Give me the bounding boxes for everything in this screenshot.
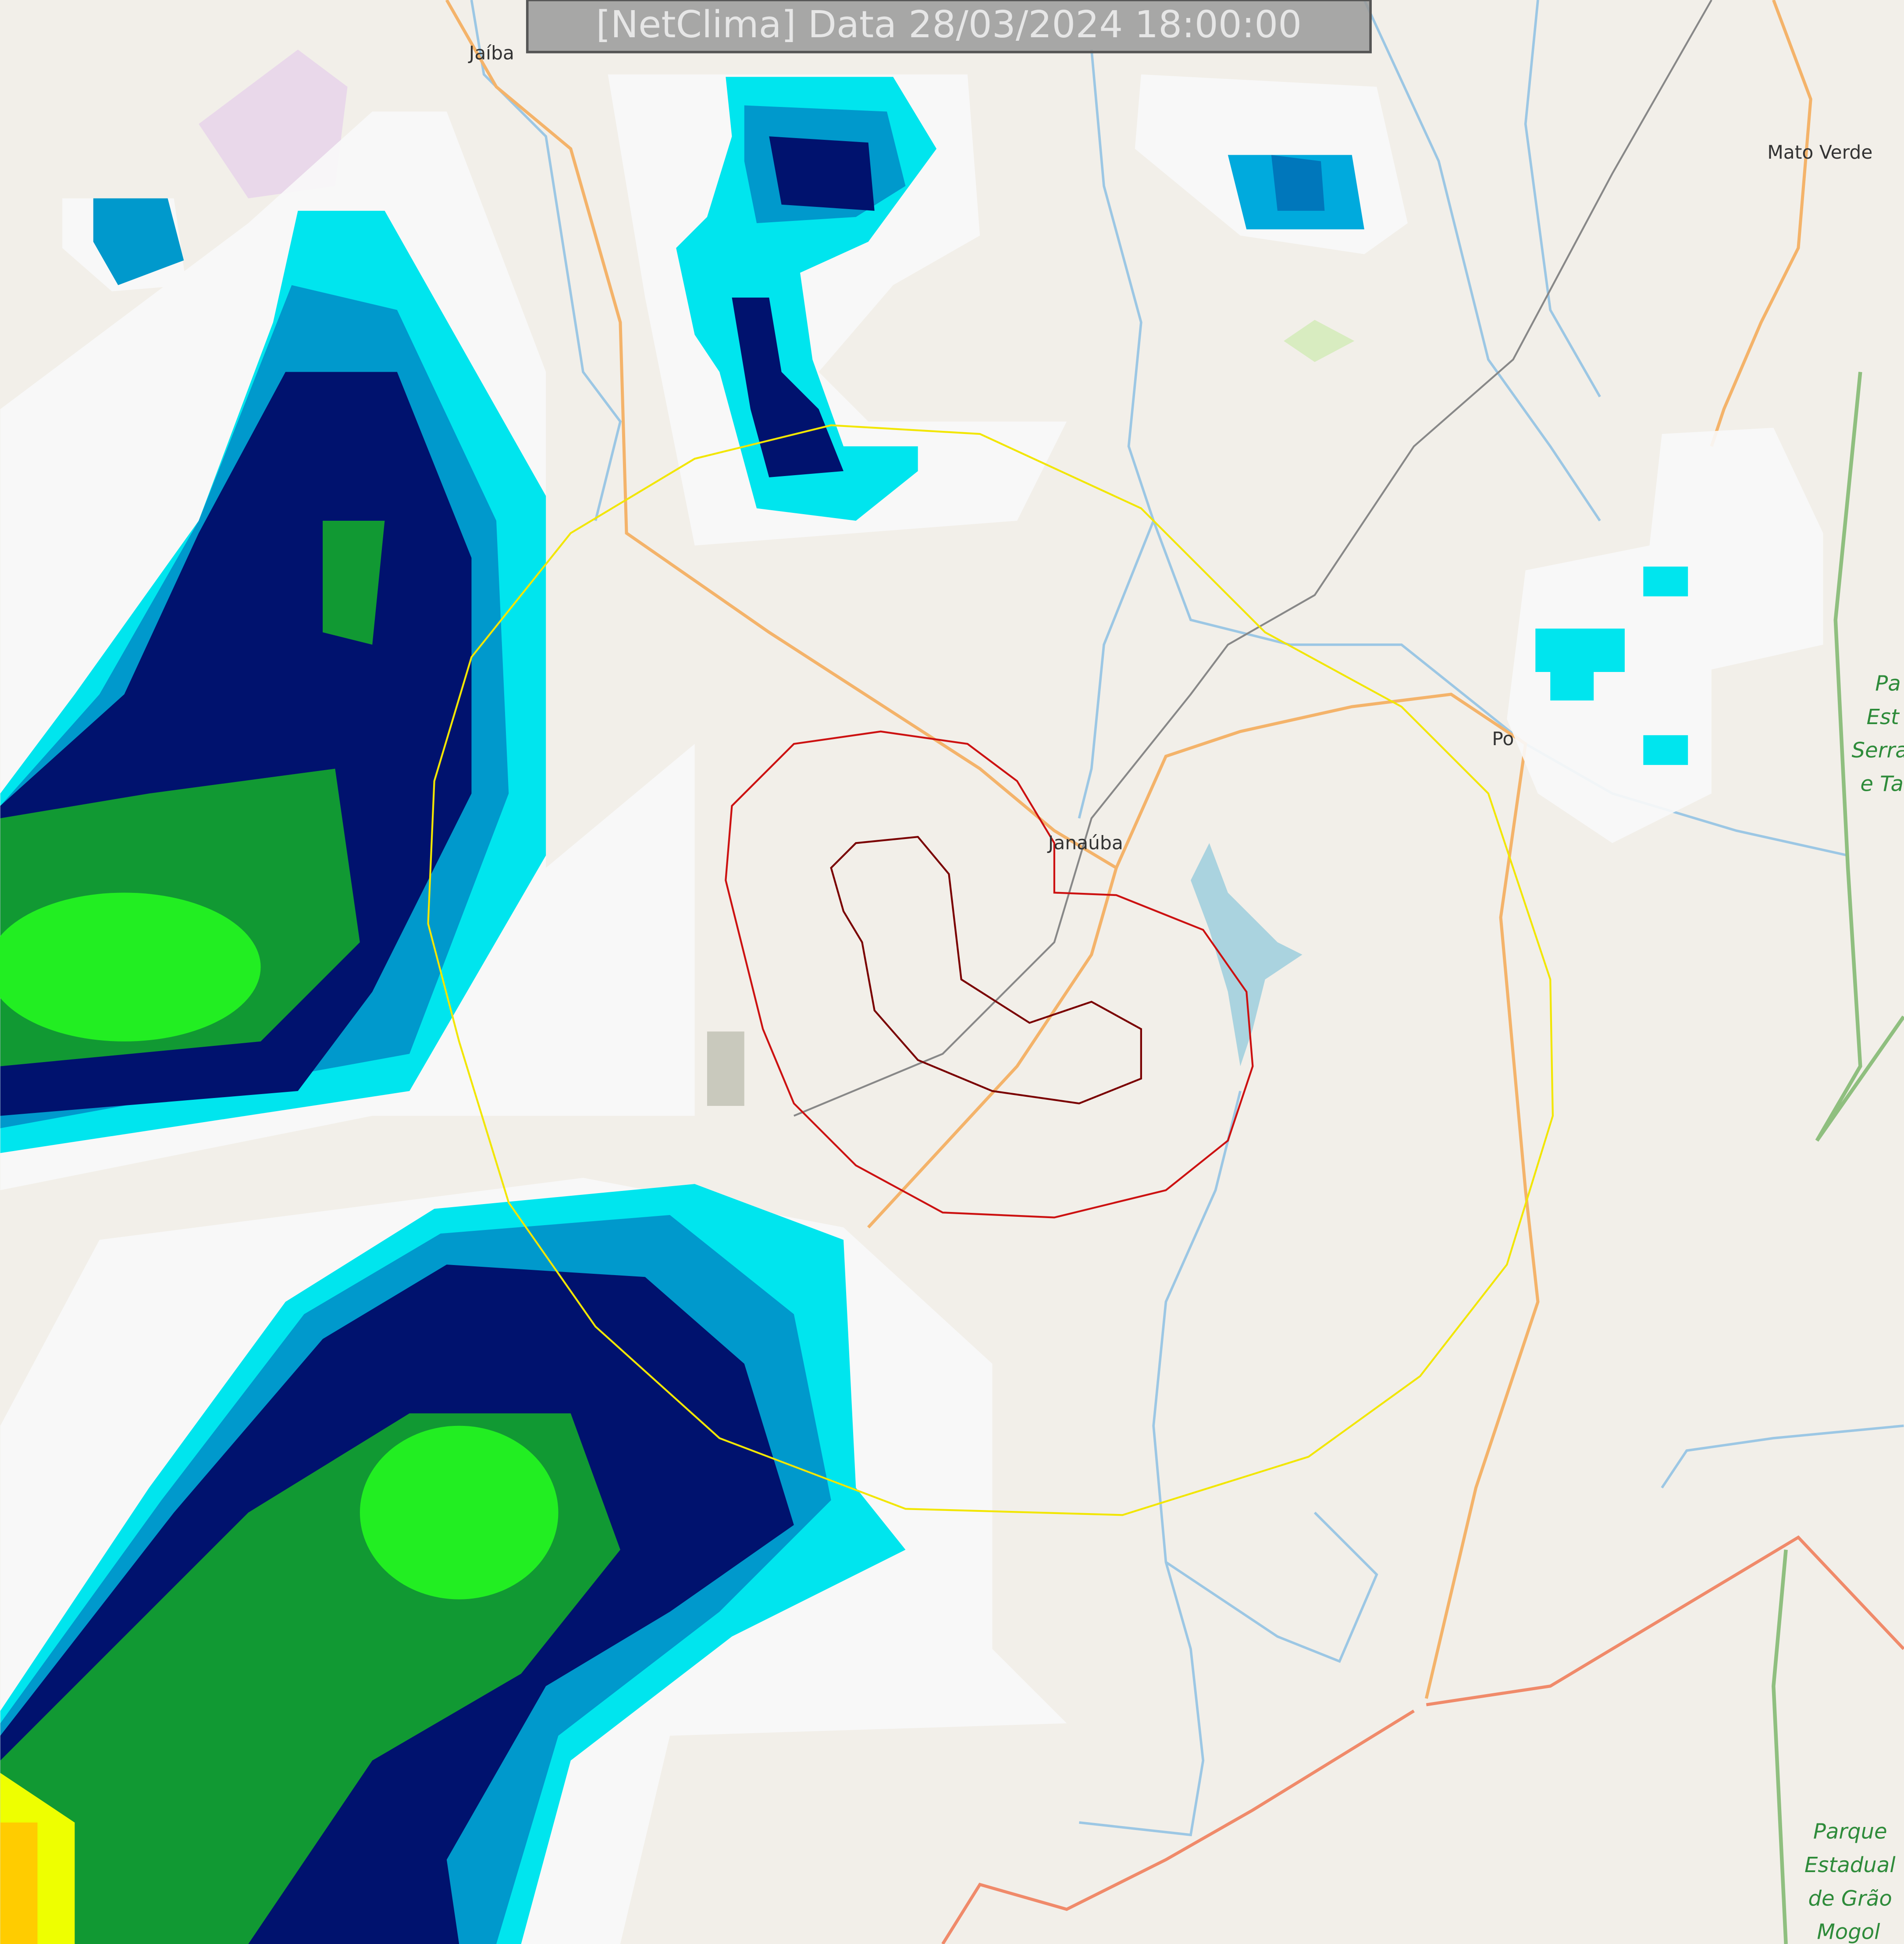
roads-shape	[1772, 1550, 1788, 1944]
radar-echo-east	[1507, 427, 1823, 843]
park-label-line: e Ta	[1860, 772, 1904, 796]
rivers-shape	[1661, 1424, 1904, 1489]
roads-shape	[1426, 1535, 1904, 1706]
title-box: [NetClima] Data 28/03/2024 18:00:00	[526, 0, 1372, 53]
rivers-shape	[1524, 0, 1601, 398]
radar-echo-east-shape	[1507, 427, 1823, 843]
roads-shape	[941, 1709, 1415, 1944]
roads-shape	[445, 0, 1118, 1229]
rivers-shape	[1152, 520, 1848, 857]
place-label: Po	[1492, 729, 1514, 750]
park-label-line: Est	[1866, 705, 1900, 729]
radar-echo-west-shape	[323, 520, 385, 645]
park-label: Pa Est Serra e Ta	[1852, 671, 1904, 796]
title: [NetClima] Data 28/03/2024 18:00:00	[596, 3, 1302, 46]
rivers-shape	[1363, 0, 1601, 522]
rivers-shape	[1078, 49, 1155, 819]
radar-echo-east-shape	[1643, 566, 1688, 597]
landuse-shape	[199, 50, 348, 199]
radar-echo-north	[608, 74, 1408, 546]
place-label: Mato Verde	[1767, 142, 1872, 163]
rivers-shape	[1165, 1511, 1378, 1663]
park-label: Parque Estadual de Grão Mogol	[1804, 1820, 1896, 1944]
alert-area-inner	[830, 835, 1142, 1105]
alert-area-outer	[725, 730, 1254, 1219]
park-label-line: Serra	[1852, 738, 1904, 763]
radar-echo-north-shape	[1271, 155, 1325, 211]
radar-echo-south	[0, 1178, 1067, 1944]
place-label: Jaíba	[468, 43, 514, 64]
reservoir	[1190, 843, 1303, 1066]
radar-echo-east-shape	[1643, 735, 1688, 765]
radar-echo-west	[0, 111, 695, 1191]
radar-echo-north-shape	[732, 297, 844, 477]
park-label-line: Mogol	[1817, 1920, 1880, 1944]
radar-echo-east-shape	[1535, 629, 1625, 672]
park-label-line: Estadual	[1804, 1853, 1896, 1877]
landuse	[199, 50, 1355, 1106]
landuse-shape	[707, 1031, 744, 1106]
radar-echo-south-shape	[0, 1822, 38, 1944]
park-label-line: Parque	[1813, 1820, 1887, 1844]
radar-echo-north-shape	[769, 136, 875, 211]
park-label-line: Pa	[1875, 671, 1900, 696]
roads-shape	[1815, 372, 1904, 1142]
roads-shape	[1710, 0, 1812, 447]
roads	[445, 0, 1904, 1944]
place-label: Janaúba	[1047, 832, 1123, 854]
park-label-line: de Grão	[1808, 1886, 1892, 1911]
landuse-shape	[1284, 320, 1355, 362]
radar-echo-west-shape	[93, 198, 184, 285]
radar-echo-east-shape	[1550, 669, 1594, 701]
title-box-shape	[526, 0, 1372, 53]
radar-echo-west-shape	[0, 892, 261, 1041]
coverage-ring	[427, 424, 1554, 1516]
radar-echo-south-shape	[359, 1425, 559, 1599]
roads-shape	[794, 0, 1712, 1117]
